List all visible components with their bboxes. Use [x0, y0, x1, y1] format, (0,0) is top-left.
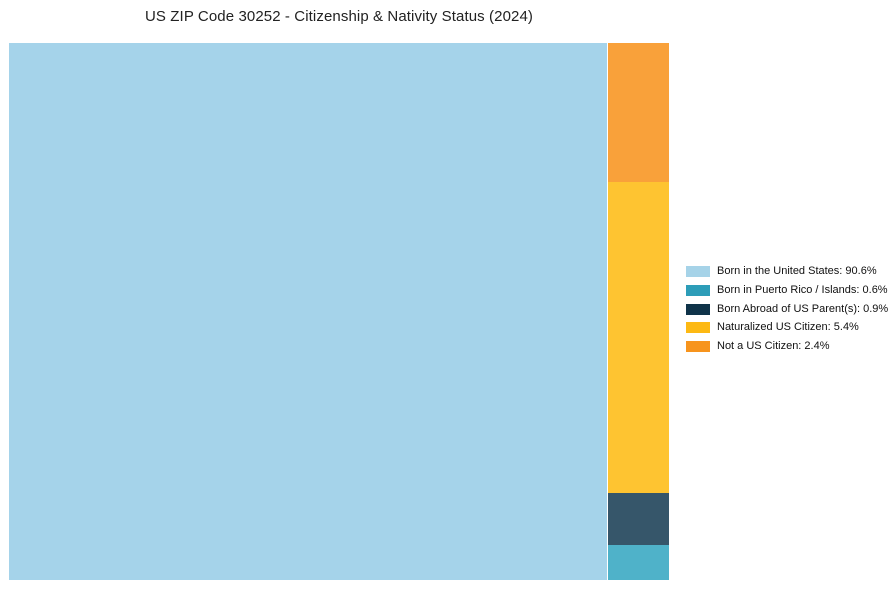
legend-item-label: Born in Puerto Rico / Islands: 0.6% — [717, 283, 888, 296]
legend-item-not-citizen[interactable]: Not a US Citizen: 2.4% — [686, 341, 888, 352]
treemap-cell-puerto-rico[interactable] — [608, 545, 669, 580]
legend-item-born-in-us[interactable]: Born in the United States: 90.6% — [686, 266, 888, 277]
legend-swatch-icon — [686, 266, 710, 277]
treemap-plot — [9, 43, 669, 580]
legend-item-born-abroad[interactable]: Born Abroad of US Parent(s): 0.9% — [686, 302, 889, 315]
treemap-minor-column — [608, 43, 669, 580]
legend-item-label: Not a US Citizen: 2.4% — [717, 340, 830, 352]
legend-item-label: Born in the United States: 90.6% — [717, 265, 877, 277]
chart-title: US ZIP Code 30252 - Citizenship & Nativi… — [144, 8, 533, 25]
legend-item-naturalized[interactable]: Naturalized US Citizen: 5.4% — [686, 321, 888, 334]
treemap-cell-born-in-us[interactable] — [9, 43, 607, 580]
legend: Born in the United States: 90.6% Born in… — [686, 266, 888, 352]
legend-item-puerto-rico[interactable]: Born in Puerto Rico / Islands: 0.6% — [686, 283, 888, 296]
legend-swatch-icon — [686, 303, 710, 315]
legend-item-label: Naturalized US Citizen: 5.4% — [717, 321, 859, 334]
legend-swatch-icon — [686, 284, 710, 296]
legend-swatch-icon — [686, 341, 710, 352]
treemap-cell-not-us-citizen[interactable] — [608, 43, 669, 182]
treemap-cell-naturalized-citizen[interactable] — [608, 181, 669, 494]
legend-item-label: Born Abroad of US Parent(s): 0.9% — [717, 302, 889, 315]
legend-swatch-icon — [686, 322, 710, 334]
treemap-cell-born-abroad[interactable] — [608, 493, 669, 546]
